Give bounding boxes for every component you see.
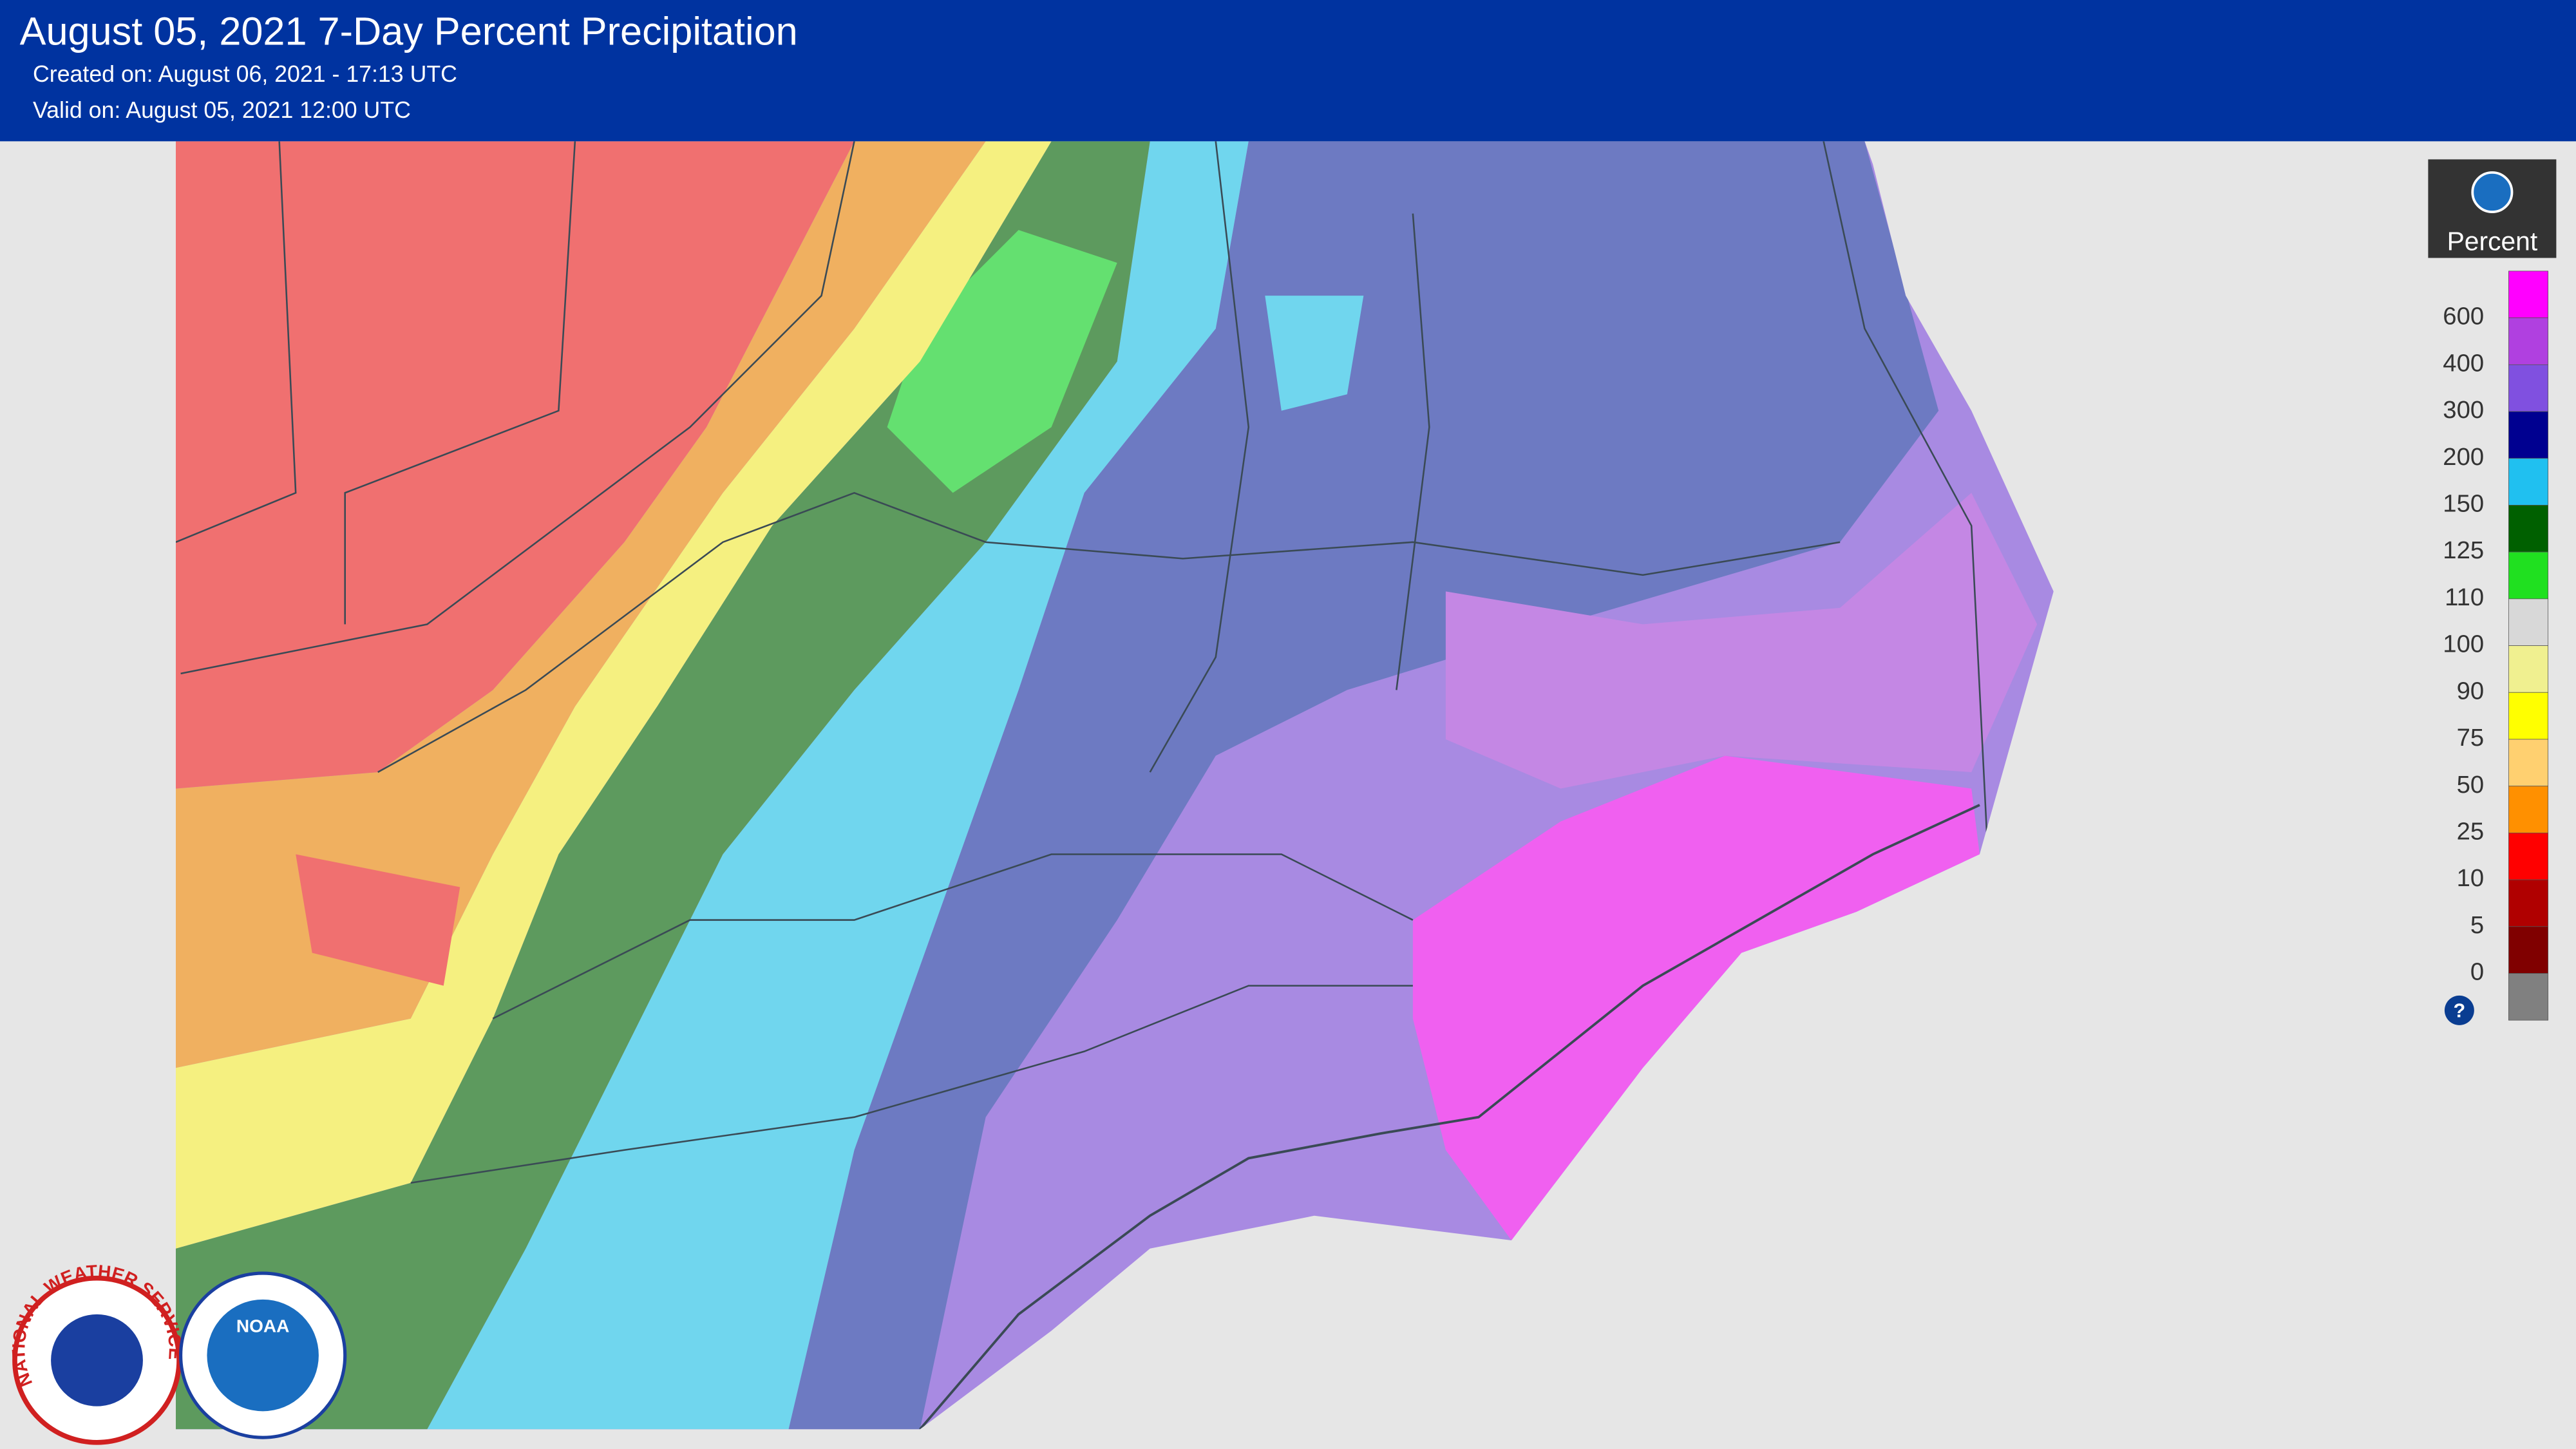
region	[427, 141, 1249, 1430]
valid-date: Valid on: August 05, 2021 12:00 UTC	[33, 97, 411, 123]
region	[296, 854, 460, 986]
region	[1445, 493, 2038, 789]
legend-swatch	[2508, 973, 2549, 1021]
legend-title: Percent	[2447, 226, 2538, 256]
region	[175, 141, 1150, 1430]
help-button[interactable]	[2444, 995, 2474, 1025]
legend-label: 50	[2457, 771, 2485, 799]
header-bar	[0, 0, 2576, 142]
legend-label: 600	[2443, 303, 2484, 330]
legend-swatch	[2508, 926, 2549, 974]
legend-label: 125	[2443, 536, 2484, 564]
noaa-icon	[2471, 171, 2514, 213]
legend-swatch	[2508, 270, 2549, 319]
legend-label: 150	[2443, 490, 2484, 518]
noaa-logo: NOAA	[179, 1271, 347, 1439]
legend-swatch	[2508, 551, 2549, 600]
legend-label: 5	[2470, 911, 2484, 939]
legend-label: 100	[2443, 630, 2484, 658]
region	[1412, 755, 1980, 1241]
precip-map	[175, 141, 2054, 1430]
legend-swatch	[2508, 739, 2549, 787]
legend-swatch	[2508, 458, 2549, 506]
region	[1265, 296, 1364, 411]
created-date: Created on: August 06, 2021 - 17:13 UTC	[33, 61, 457, 87]
legend-swatch	[2508, 598, 2549, 646]
region	[175, 141, 855, 789]
nws-center	[51, 1314, 143, 1406]
noaa-center	[207, 1299, 319, 1412]
region	[175, 141, 986, 1068]
region	[788, 141, 1939, 1430]
legend-swatch	[2508, 692, 2549, 740]
boundaries	[175, 141, 1989, 1430]
legend-label: 300	[2443, 396, 2484, 424]
noaa-text: NOAA	[236, 1316, 290, 1336]
legend-label: 90	[2457, 677, 2485, 705]
legend-swatch	[2508, 879, 2549, 927]
legend-swatch	[2508, 317, 2549, 365]
legend-swatch	[2508, 411, 2549, 459]
region	[175, 141, 1052, 1249]
legend-label: 10	[2457, 864, 2485, 892]
legend-swatch	[2508, 832, 2549, 880]
legend-swatch	[2508, 645, 2549, 693]
legend-label: 400	[2443, 349, 2484, 377]
region	[887, 230, 1117, 493]
legend-label: 25	[2457, 817, 2485, 845]
legend-swatch	[2508, 786, 2549, 833]
legend-label: 75	[2457, 724, 2485, 752]
legend-label: 110	[2445, 583, 2484, 611]
legend-swatch	[2508, 364, 2549, 412]
legend-label: 200	[2443, 443, 2484, 471]
legend-swatch	[2508, 505, 2549, 553]
legend-label: 0	[2470, 958, 2484, 986]
map-title: August 05, 2021 7-Day Percent Precipitat…	[20, 10, 798, 53]
legend: Percent ? 600400300200150125110100907550…	[2428, 159, 2557, 1025]
help-icon[interactable]: ?	[2454, 1000, 2466, 1022]
